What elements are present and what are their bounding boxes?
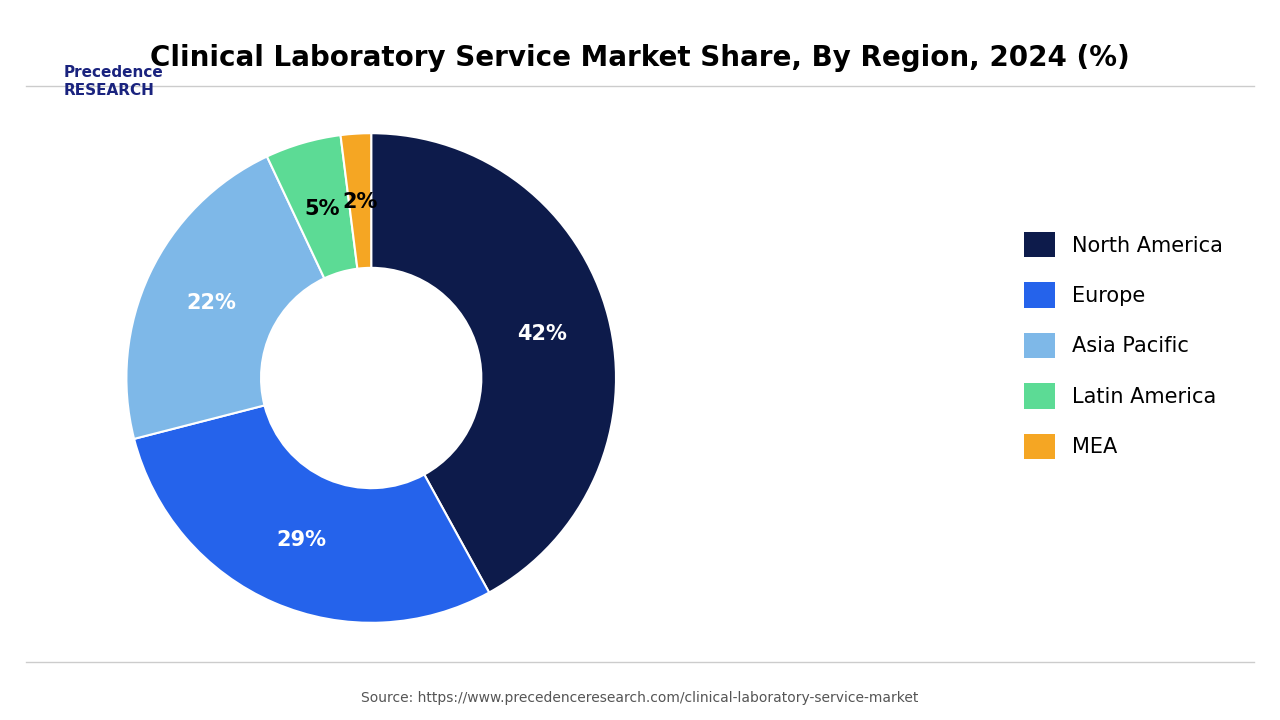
Wedge shape — [268, 135, 357, 279]
Wedge shape — [134, 405, 489, 623]
Text: 2%: 2% — [343, 192, 378, 212]
Text: 42%: 42% — [517, 324, 567, 344]
Text: Precedence
RESEARCH: Precedence RESEARCH — [64, 65, 164, 99]
Text: Source: https://www.precedenceresearch.com/clinical-laboratory-service-market: Source: https://www.precedenceresearch.c… — [361, 691, 919, 706]
Text: Clinical Laboratory Service Market Share, By Region, 2024 (%): Clinical Laboratory Service Market Share… — [150, 44, 1130, 71]
Text: 22%: 22% — [187, 293, 237, 313]
Text: 5%: 5% — [305, 199, 339, 219]
Legend: North America, Europe, Asia Pacific, Latin America, MEA: North America, Europe, Asia Pacific, Lat… — [1016, 224, 1231, 467]
Wedge shape — [127, 156, 324, 439]
Wedge shape — [371, 133, 616, 593]
Wedge shape — [340, 133, 371, 269]
Text: 29%: 29% — [276, 530, 326, 550]
